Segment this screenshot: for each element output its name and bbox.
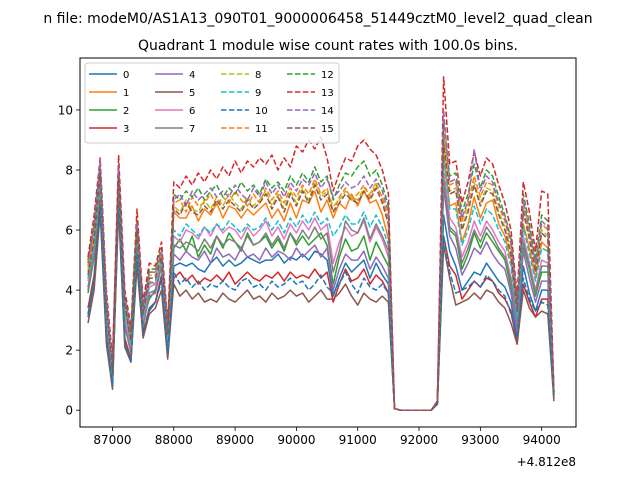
x-tick-label: 93000 <box>461 433 499 447</box>
legend-label-13: 13 <box>321 88 334 99</box>
legend-label-5: 5 <box>189 88 195 99</box>
y-tick-label: 6 <box>65 224 73 238</box>
legend-label-9: 9 <box>255 88 261 99</box>
x-axis: 87000 88000 89000 90000 91000 92000 93000 94000 <box>93 427 561 447</box>
series-line-10 <box>87 199 555 411</box>
series-layer <box>87 76 555 411</box>
legend-label-14: 14 <box>321 106 334 117</box>
y-tick-label: 0 <box>65 404 73 418</box>
series-line-12 <box>87 121 555 411</box>
legend-label-8: 8 <box>255 70 261 81</box>
legend-label-10: 10 <box>255 106 268 117</box>
legend-label-11: 11 <box>255 124 268 135</box>
x-tick-label: 91000 <box>339 433 377 447</box>
x-tick-label: 94000 <box>523 433 561 447</box>
plot-area-frame <box>79 57 577 428</box>
x-tick-label: 87000 <box>93 433 131 447</box>
legend-label-1: 1 <box>123 88 129 99</box>
legend-label-0: 0 <box>123 70 129 81</box>
y-tick-label: 4 <box>65 284 73 298</box>
series-line-15 <box>87 142 555 411</box>
legend-label-15: 15 <box>321 124 334 135</box>
legend-label-4: 4 <box>189 70 195 81</box>
y-axis: 0 2 4 6 8 10 <box>58 103 80 418</box>
legend-label-6: 6 <box>189 106 195 117</box>
figure-suptitle: n file: modeM0/AS1A13_090T01_9000006458_… <box>43 11 592 27</box>
legend-label-3: 3 <box>123 124 129 135</box>
y-tick-label: 10 <box>58 103 73 117</box>
chart-title: Quadrant 1 module wise count rates with … <box>138 38 518 54</box>
x-offset-label: +4.812e8 <box>517 455 576 469</box>
x-tick-label: 92000 <box>400 433 438 447</box>
legend-label-12: 12 <box>321 70 334 81</box>
x-tick-label: 89000 <box>216 433 254 447</box>
x-tick-label: 90000 <box>277 433 315 447</box>
legend-label-7: 7 <box>189 124 195 135</box>
y-tick-label: 2 <box>65 344 73 358</box>
legend-label-2: 2 <box>123 106 129 117</box>
legend-box <box>84 62 340 144</box>
y-tick-label: 8 <box>65 163 73 177</box>
x-tick-label: 88000 <box>155 433 193 447</box>
